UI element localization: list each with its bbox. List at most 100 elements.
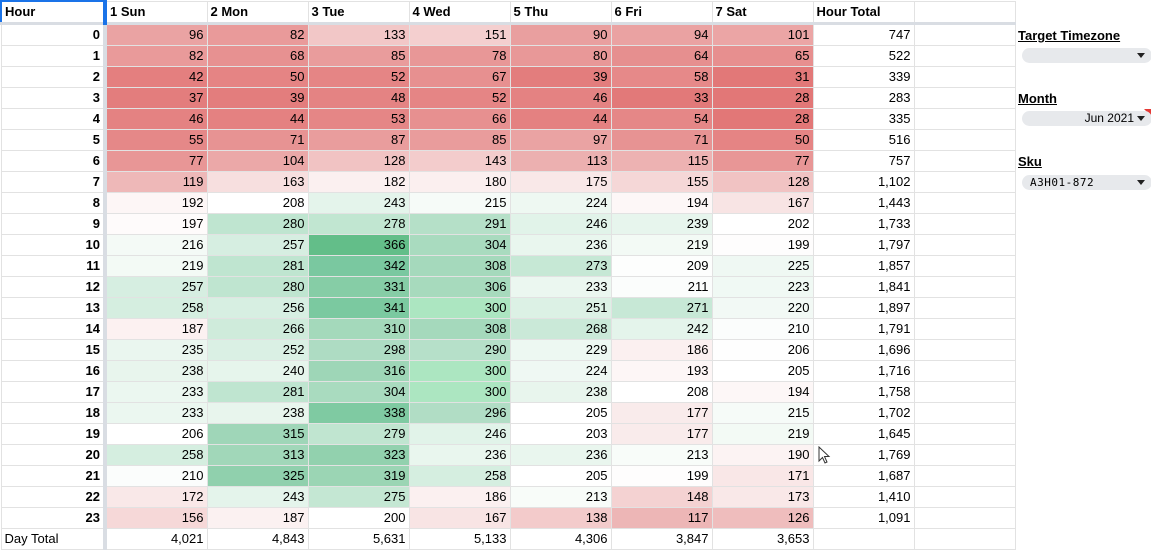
- value-cell[interactable]: 177: [610, 402, 713, 424]
- value-cell[interactable]: 206: [104, 423, 208, 445]
- value-cell[interactable]: 77: [104, 150, 208, 172]
- value-cell[interactable]: 175: [509, 171, 612, 193]
- value-cell[interactable]: 252: [206, 339, 309, 361]
- value-cell[interactable]: 177: [610, 423, 713, 445]
- value-cell[interactable]: 258: [408, 465, 511, 487]
- hour-cell[interactable]: 22: [0, 486, 107, 508]
- value-cell[interactable]: 219: [610, 234, 713, 256]
- day-total-cell[interactable]: 4,843: [206, 528, 309, 550]
- value-cell[interactable]: 55: [104, 129, 208, 151]
- value-cell[interactable]: 323: [307, 444, 410, 466]
- value-cell[interactable]: 52: [408, 87, 511, 109]
- hour-cell[interactable]: 6: [0, 150, 107, 172]
- value-cell[interactable]: 44: [509, 108, 612, 130]
- value-cell[interactable]: 238: [509, 381, 612, 403]
- hour-cell[interactable]: 5: [0, 129, 107, 151]
- value-cell[interactable]: 94: [610, 23, 713, 46]
- empty-cell[interactable]: [913, 423, 1016, 445]
- value-cell[interactable]: 215: [408, 192, 511, 214]
- value-cell[interactable]: 202: [711, 213, 814, 235]
- value-cell[interactable]: 338: [307, 402, 410, 424]
- value-cell[interactable]: 194: [711, 381, 814, 403]
- value-cell[interactable]: 33: [610, 87, 713, 109]
- hour-total-cell[interactable]: 283: [812, 87, 915, 109]
- value-cell[interactable]: 211: [610, 276, 713, 298]
- value-cell[interactable]: 71: [206, 129, 309, 151]
- value-cell[interactable]: 209: [610, 255, 713, 277]
- value-cell[interactable]: 31: [711, 66, 814, 88]
- value-cell[interactable]: 233: [104, 402, 208, 424]
- hour-total-cell[interactable]: 1,797: [812, 234, 915, 256]
- value-cell[interactable]: 215: [711, 402, 814, 424]
- hour-total-cell[interactable]: 339: [812, 66, 915, 88]
- value-cell[interactable]: 366: [307, 234, 410, 256]
- value-cell[interactable]: 281: [206, 381, 309, 403]
- empty-cell[interactable]: [913, 171, 1016, 193]
- value-cell[interactable]: 313: [206, 444, 309, 466]
- hour-total-cell[interactable]: 1,645: [812, 423, 915, 445]
- hour-total-cell[interactable]: 1,443: [812, 192, 915, 214]
- value-cell[interactable]: 342: [307, 255, 410, 277]
- value-cell[interactable]: 216: [104, 234, 208, 256]
- value-cell[interactable]: 50: [711, 129, 814, 151]
- hour-total-cell[interactable]: 1,702: [812, 402, 915, 424]
- value-cell[interactable]: 306: [408, 276, 511, 298]
- empty-cell[interactable]: [913, 276, 1016, 298]
- value-cell[interactable]: 138: [509, 507, 612, 529]
- hour-total-cell[interactable]: 516: [812, 129, 915, 151]
- hour-cell[interactable]: 0: [0, 23, 107, 46]
- hour-total-cell[interactable]: 1,841: [812, 276, 915, 298]
- value-cell[interactable]: 219: [104, 255, 208, 277]
- value-cell[interactable]: 281: [206, 255, 309, 277]
- empty-cell[interactable]: [913, 66, 1016, 88]
- value-cell[interactable]: 280: [206, 276, 309, 298]
- value-cell[interactable]: 46: [509, 87, 612, 109]
- hour-cell[interactable]: 14: [0, 318, 107, 340]
- empty-cell[interactable]: [913, 381, 1016, 403]
- hour-total-cell[interactable]: 1,696: [812, 339, 915, 361]
- value-cell[interactable]: 243: [206, 486, 309, 508]
- empty-cell[interactable]: [913, 318, 1016, 340]
- header-cell[interactable]: 5 Thu: [509, 0, 612, 25]
- value-cell[interactable]: 304: [307, 381, 410, 403]
- target-timezone-dropdown[interactable]: [1022, 48, 1151, 63]
- header-cell[interactable]: 1 Sun: [104, 0, 208, 25]
- value-cell[interactable]: 206: [711, 339, 814, 361]
- hour-total-cell[interactable]: 335: [812, 108, 915, 130]
- empty-cell[interactable]: [913, 213, 1016, 235]
- value-cell[interactable]: 128: [307, 150, 410, 172]
- value-cell[interactable]: 210: [711, 318, 814, 340]
- value-cell[interactable]: 101: [711, 23, 814, 46]
- value-cell[interactable]: 251: [509, 297, 612, 319]
- hour-cell[interactable]: 2: [0, 66, 107, 88]
- empty-cell[interactable]: [913, 297, 1016, 319]
- value-cell[interactable]: 52: [307, 66, 410, 88]
- value-cell[interactable]: 341: [307, 297, 410, 319]
- value-cell[interactable]: 53: [307, 108, 410, 130]
- value-cell[interactable]: 156: [104, 507, 208, 529]
- value-cell[interactable]: 308: [408, 255, 511, 277]
- hour-cell[interactable]: 16: [0, 360, 107, 382]
- empty-cell[interactable]: [913, 402, 1016, 424]
- value-cell[interactable]: 28: [711, 108, 814, 130]
- value-cell[interactable]: 225: [711, 255, 814, 277]
- day-total-cell[interactable]: 5,631: [307, 528, 410, 550]
- empty-cell[interactable]: [913, 255, 1016, 277]
- value-cell[interactable]: 233: [104, 381, 208, 403]
- value-cell[interactable]: 308: [408, 318, 511, 340]
- empty-cell[interactable]: [913, 234, 1016, 256]
- hour-cell[interactable]: 18: [0, 402, 107, 424]
- value-cell[interactable]: 42: [104, 66, 208, 88]
- day-total-cell[interactable]: 3,847: [610, 528, 713, 550]
- value-cell[interactable]: 126: [711, 507, 814, 529]
- value-cell[interactable]: 205: [711, 360, 814, 382]
- value-cell[interactable]: 113: [509, 150, 612, 172]
- empty-cell[interactable]: [913, 507, 1016, 529]
- empty-cell[interactable]: [913, 0, 1016, 25]
- value-cell[interactable]: 208: [206, 192, 309, 214]
- value-cell[interactable]: 167: [408, 507, 511, 529]
- value-cell[interactable]: 266: [206, 318, 309, 340]
- value-cell[interactable]: 77: [711, 150, 814, 172]
- empty-cell[interactable]: [913, 465, 1016, 487]
- empty-cell[interactable]: [913, 150, 1016, 172]
